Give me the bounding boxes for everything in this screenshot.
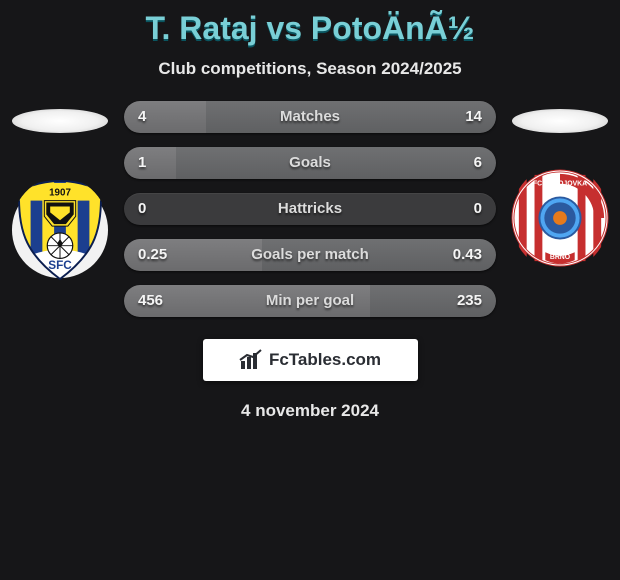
stat-row: 4 Matches 14 <box>124 101 496 133</box>
stat-label: Hattricks <box>124 193 496 225</box>
comparison-panel: 1907 SFC 4 Matches 14 1 Goals <box>0 101 620 317</box>
shadow-ellipse-left <box>12 109 108 133</box>
brand-bars-icon <box>239 349 263 371</box>
stat-row: 456 Min per goal 235 <box>124 285 496 317</box>
stat-value-right: 14 <box>465 101 482 133</box>
badge-year: 1907 <box>49 188 71 199</box>
stat-value-right: 235 <box>457 285 482 317</box>
right-side: FC ZBROJOVKA BRNO <box>500 101 620 271</box>
club-badge-left: 1907 SFC <box>11 177 109 283</box>
stat-bars: 4 Matches 14 1 Goals 6 0 Hattricks 0 0.2… <box>120 101 500 317</box>
page-title: T. Rataj vs PotoÄnÃ½ <box>0 0 620 47</box>
stat-row: 0 Hattricks 0 <box>124 193 496 225</box>
subtitle: Club competitions, Season 2024/2025 <box>0 59 620 79</box>
stat-row: 0.25 Goals per match 0.43 <box>124 239 496 271</box>
club-badge-right: FC ZBROJOVKA BRNO <box>511 165 609 271</box>
brand-box: FcTables.com <box>203 339 418 381</box>
stat-label: Goals per match <box>124 239 496 271</box>
left-side: 1907 SFC <box>0 101 120 283</box>
stat-row: 1 Goals 6 <box>124 147 496 179</box>
brand-text: FcTables.com <box>269 350 381 370</box>
stat-value-right: 6 <box>474 147 482 179</box>
shadow-ellipse-right <box>512 109 608 133</box>
stat-label: Goals <box>124 147 496 179</box>
svg-text:BRNO: BRNO <box>550 254 571 261</box>
stat-value-right: 0 <box>474 193 482 225</box>
svg-text:FC ZBROJOVKA: FC ZBROJOVKA <box>533 181 587 188</box>
svg-text:SFC: SFC <box>48 259 72 272</box>
stat-value-right: 0.43 <box>453 239 482 271</box>
stat-label: Min per goal <box>124 285 496 317</box>
date-text: 4 november 2024 <box>0 401 620 421</box>
stat-label: Matches <box>124 101 496 133</box>
